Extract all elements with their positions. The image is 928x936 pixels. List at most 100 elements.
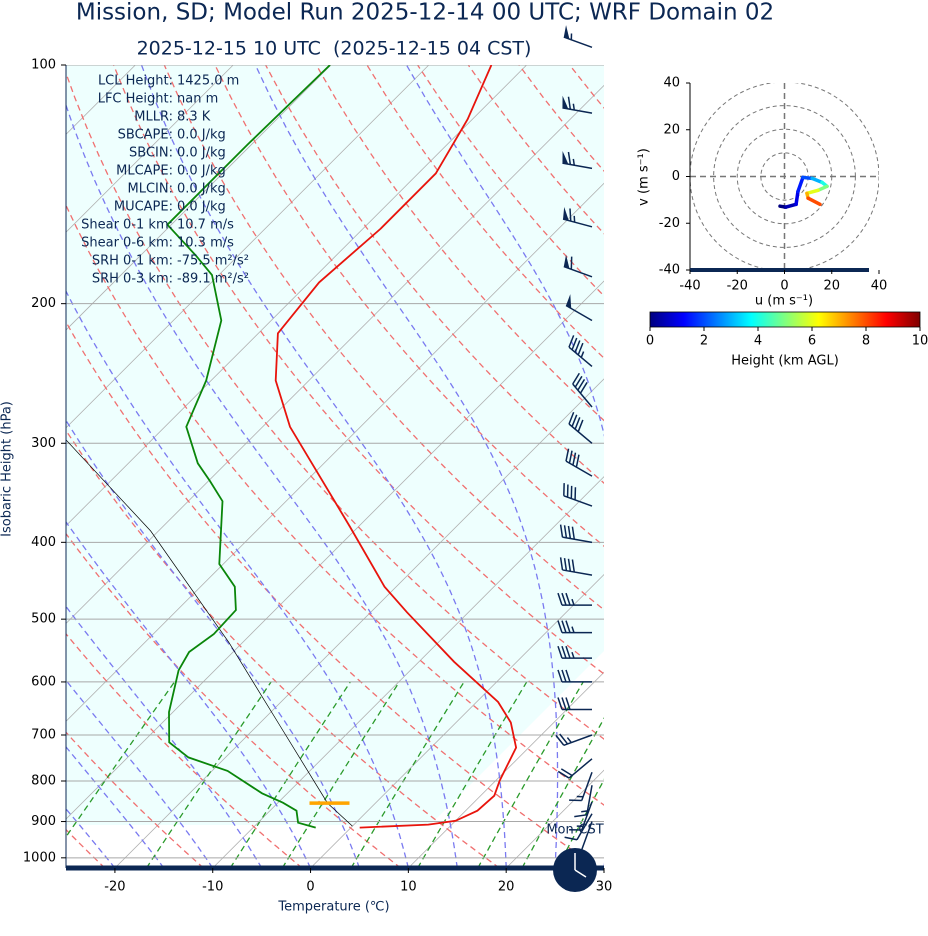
dry-adiabat bbox=[66, 203, 604, 806]
parameter-label: Shear 0-1 km: bbox=[81, 218, 173, 233]
colorbar-label: Height (km AGL) bbox=[731, 354, 839, 369]
barb-staff bbox=[569, 801, 593, 831]
barb-staff bbox=[559, 557, 593, 576]
y-tick-label: 500 bbox=[31, 612, 56, 627]
wind-barb bbox=[559, 557, 593, 576]
y-tick-label: 100 bbox=[31, 58, 56, 73]
chart-subtitle: 2025-12-15 10 UTC (2025-12-15 04 CST) bbox=[137, 38, 532, 60]
background-lines bbox=[66, 65, 928, 868]
parameters: LCL Height: 1425.0 m LFC Height: nan m MLLR:… bbox=[81, 74, 249, 287]
x-tick-label: -20 bbox=[104, 880, 125, 895]
hodo-segment bbox=[784, 202, 798, 209]
hodo-y-tick-label: 40 bbox=[663, 76, 680, 91]
dry-adiabat bbox=[569, 65, 604, 109]
colorbar-tick-label: 4 bbox=[754, 334, 762, 349]
hodo-y-tick-label: -20 bbox=[659, 216, 680, 231]
hodo-y-tick-label: 20 bbox=[663, 122, 680, 137]
parameter-label: SBCAPE: bbox=[118, 128, 173, 143]
moist-adiabat bbox=[66, 745, 165, 868]
moist-adiabat bbox=[66, 419, 361, 868]
x-tick-label: 30 bbox=[596, 880, 613, 895]
parameter-label: MLLR: bbox=[134, 110, 173, 125]
wind-barb bbox=[569, 772, 593, 802]
wind-barb bbox=[574, 785, 593, 818]
isotherm bbox=[66, 280, 604, 820]
wind-barb bbox=[572, 372, 593, 408]
temperature-line bbox=[274, 65, 518, 829]
parameter-label: LCL Height: bbox=[98, 74, 173, 89]
moist-adiabat bbox=[607, 65, 711, 868]
isotherm bbox=[66, 65, 527, 527]
isotherm bbox=[603, 867, 604, 868]
parameter-label: SRH 0-1 km: bbox=[92, 254, 173, 269]
dry-adiabat bbox=[66, 71, 604, 740]
wind-barb bbox=[565, 294, 593, 322]
hodo-segment bbox=[806, 196, 822, 207]
wind-barb bbox=[557, 645, 592, 659]
mixing-ratio-line bbox=[477, 681, 584, 868]
mixing-ratio-line bbox=[281, 681, 400, 868]
parameter-label: LFC Height: bbox=[98, 92, 173, 107]
barb-staff bbox=[564, 813, 593, 841]
dry-adiabat bbox=[112, 65, 604, 675]
dry-adiabat bbox=[265, 65, 604, 485]
barb-staff bbox=[559, 524, 593, 544]
barb-staff bbox=[565, 304, 593, 322]
dewpoint-line bbox=[166, 65, 331, 829]
wind-barb bbox=[557, 697, 592, 711]
barb-pennant bbox=[563, 254, 570, 269]
colorbar-tick-label: 0 bbox=[646, 334, 654, 349]
dry-adiabat bbox=[66, 320, 599, 868]
hodo-y-tick-label: 0 bbox=[672, 169, 680, 184]
hodo-x-tick-label: 20 bbox=[823, 279, 840, 294]
hodo-segment bbox=[810, 176, 824, 185]
parameter-label: Shear 0-6 km: bbox=[81, 236, 173, 251]
x-tick-label: 10 bbox=[400, 880, 417, 895]
wind-barb bbox=[562, 150, 593, 170]
hodo-segment bbox=[794, 189, 800, 207]
hodo-segment bbox=[796, 175, 805, 194]
barb-staff bbox=[569, 772, 593, 802]
barb-staff bbox=[568, 411, 593, 444]
barb-staff bbox=[557, 758, 593, 779]
barb-staff bbox=[555, 733, 593, 746]
hodo-segment bbox=[805, 188, 820, 196]
barb-staff bbox=[563, 483, 593, 507]
parameter-value: 0.0 J/kg bbox=[177, 164, 226, 179]
y-tick-label: 700 bbox=[31, 728, 56, 743]
parcel-path bbox=[66, 439, 353, 827]
y-tick-label: 800 bbox=[31, 773, 56, 788]
barb-staff bbox=[557, 697, 592, 711]
y-tick-label: 200 bbox=[31, 296, 56, 311]
wind-barb bbox=[564, 813, 593, 841]
colorbar-tick-label: 2 bbox=[700, 334, 708, 349]
hodo-y-tick-label: -40 bbox=[659, 263, 680, 278]
mixing-ratio-line bbox=[612, 682, 709, 868]
wind-barb bbox=[557, 758, 593, 779]
isotherm bbox=[702, 65, 928, 868]
moist-adiabat bbox=[66, 289, 410, 868]
wind-barbs bbox=[555, 25, 593, 851]
shaded-region bbox=[66, 65, 604, 825]
mixing-ratio-line bbox=[229, 681, 351, 868]
barb-pennant bbox=[563, 25, 570, 40]
parameter-value: nan m bbox=[177, 92, 218, 107]
wind-barb bbox=[568, 411, 593, 444]
isotherm bbox=[66, 65, 332, 331]
dry-adiabat bbox=[66, 632, 303, 868]
wind-barb bbox=[563, 254, 593, 278]
isotherm bbox=[66, 84, 604, 625]
parameter-value: 10.7 m/s bbox=[177, 218, 234, 233]
isotherm bbox=[408, 671, 604, 868]
hodo-y-label: v (m s⁻¹) bbox=[637, 148, 652, 206]
wind-barb bbox=[563, 25, 593, 49]
wind-barb bbox=[557, 592, 592, 606]
moist-adiabat bbox=[405, 65, 604, 868]
mixing-ratio-line bbox=[350, 681, 465, 868]
profiles bbox=[66, 65, 518, 829]
chart-title: Mission, SD; Model Run 2025-12-14 00 UTC… bbox=[76, 0, 774, 26]
barb-staff bbox=[557, 669, 592, 683]
barb-staff bbox=[565, 448, 593, 477]
y-tick-label: 400 bbox=[31, 535, 56, 550]
mixing-ratio-line bbox=[521, 717, 604, 868]
